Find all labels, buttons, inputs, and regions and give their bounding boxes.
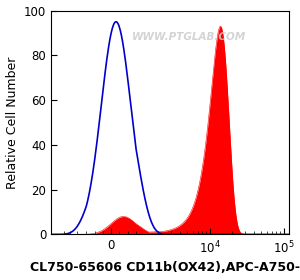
Y-axis label: Relative Cell Number: Relative Cell Number bbox=[6, 56, 19, 189]
X-axis label: CL750-65606 CD11b(OX42),APC-A750-A: CL750-65606 CD11b(OX42),APC-A750-A bbox=[31, 262, 300, 274]
Text: WWW.PTGLAB.COM: WWW.PTGLAB.COM bbox=[132, 32, 247, 43]
